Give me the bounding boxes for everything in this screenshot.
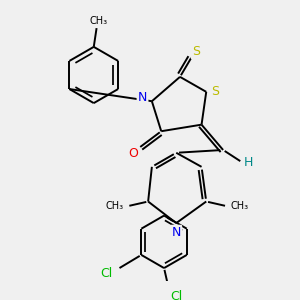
Text: N: N (138, 91, 147, 104)
Text: O: O (128, 147, 138, 160)
Text: CH₃: CH₃ (231, 201, 249, 211)
Text: N: N (172, 226, 181, 239)
Text: CH₃: CH₃ (105, 201, 123, 211)
Text: S: S (192, 45, 200, 58)
Text: S: S (212, 85, 220, 98)
Text: CH₃: CH₃ (89, 16, 107, 26)
Text: H: H (244, 156, 253, 169)
Text: Cl: Cl (100, 267, 113, 280)
Text: Cl: Cl (170, 290, 182, 300)
